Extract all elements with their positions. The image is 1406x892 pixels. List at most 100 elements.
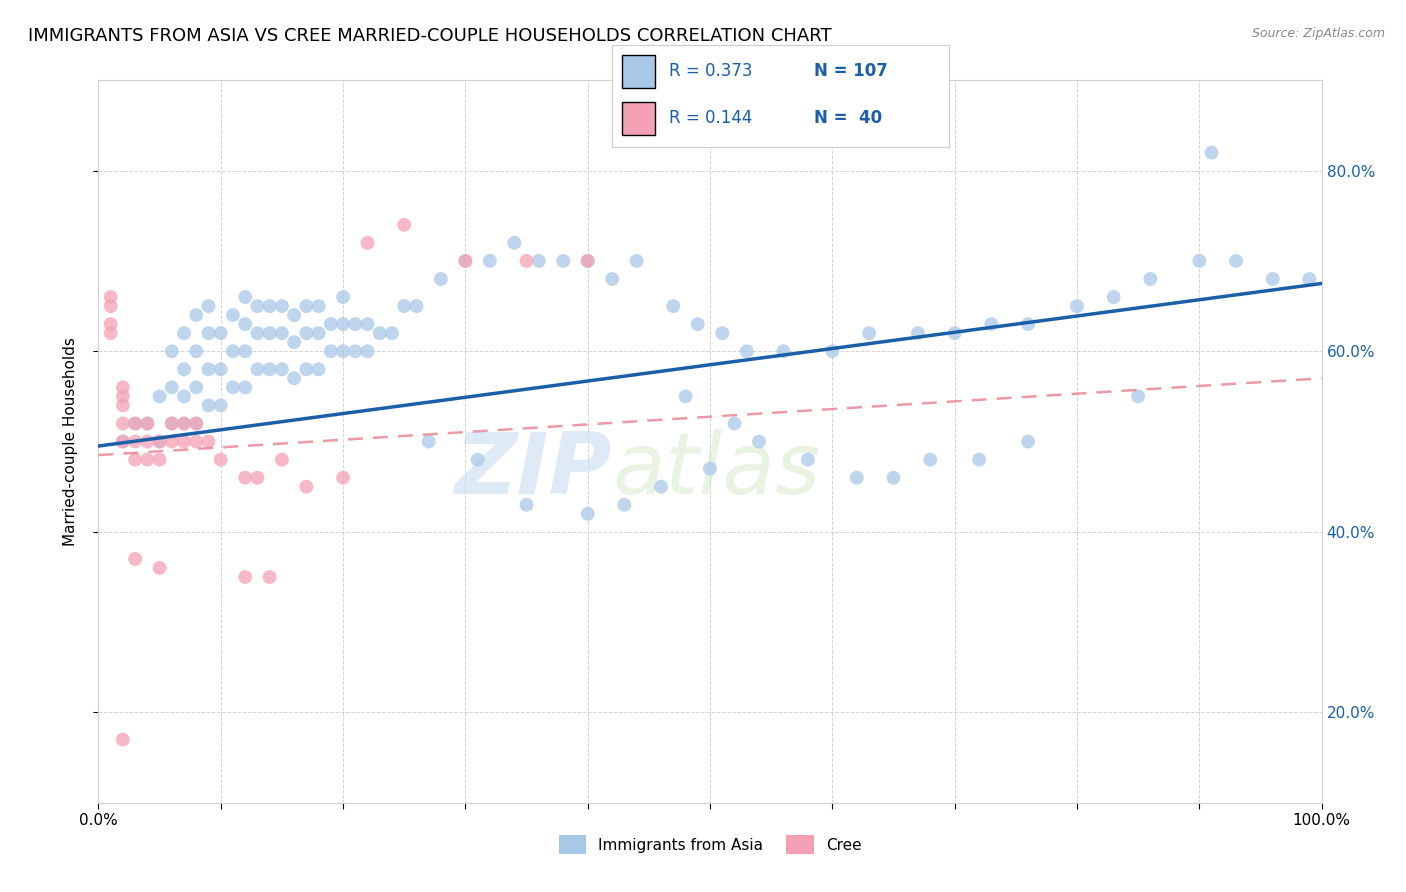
Point [772,344,794,359]
Point [797,452,820,467]
Point [246,326,269,340]
Point [160,417,183,431]
Point [319,317,342,331]
Point [1139,272,1161,286]
Point [392,218,416,232]
Text: R = 0.373: R = 0.373 [669,62,752,80]
Point [222,380,245,394]
Point [1298,272,1320,286]
Text: N = 107: N = 107 [814,62,889,80]
Point [650,480,672,494]
Point [259,299,281,313]
Point [173,389,195,403]
Point [576,253,599,268]
Point [356,235,378,250]
Point [233,344,256,359]
Point [233,380,256,394]
Point [980,317,1002,331]
Point [1017,434,1039,449]
Point [711,326,734,340]
Point [553,253,575,268]
FancyBboxPatch shape [621,102,655,135]
Point [967,452,990,467]
Point [186,380,208,394]
Point [149,452,172,467]
Point [845,470,868,484]
Point [332,290,354,304]
Point [233,290,256,304]
Point [197,398,219,412]
Point [173,434,195,449]
Point [259,326,281,340]
Point [197,299,219,313]
Point [149,389,172,403]
Point [136,417,159,431]
Point [1261,272,1284,286]
Point [222,308,245,322]
Point [613,498,636,512]
Point [222,344,245,359]
Point [209,452,232,467]
Point [295,326,318,340]
Point [136,434,159,449]
Point [920,452,942,467]
Point [344,317,367,331]
Point [173,417,195,431]
Point [858,326,880,340]
Point [295,480,318,494]
Point [332,317,354,331]
Point [1102,290,1125,304]
Point [675,389,697,403]
Point [270,299,294,313]
Point [1201,145,1223,160]
Point [160,417,183,431]
Point [209,326,232,340]
Point [124,417,146,431]
Point [699,461,721,475]
Point [186,308,208,322]
Point [405,299,427,313]
Point [686,317,709,331]
Point [735,344,758,359]
Point [907,326,929,340]
Point [381,326,404,340]
Point [515,253,537,268]
Text: ZIP: ZIP [454,429,612,512]
Point [100,317,122,331]
Point [160,434,183,449]
Point [111,398,134,412]
Point [392,299,416,313]
Point [173,362,195,376]
Point [124,452,146,467]
Point [356,317,378,331]
Point [454,253,477,268]
Point [344,344,367,359]
Point [270,326,294,340]
Point [308,326,330,340]
Point [186,417,208,431]
Point [576,253,599,268]
Point [478,253,501,268]
FancyBboxPatch shape [621,55,655,87]
Point [233,570,256,584]
Point [295,362,318,376]
Point [233,470,256,484]
Point [246,470,269,484]
Point [943,326,966,340]
Point [259,362,281,376]
Point [503,235,526,250]
Point [467,452,489,467]
Point [124,417,146,431]
Point [1017,317,1039,331]
Point [173,326,195,340]
Point [246,362,269,376]
Point [308,362,330,376]
Point [259,570,281,584]
Y-axis label: Married-couple Households: Married-couple Households [63,337,77,546]
Point [111,389,134,403]
Point [149,434,172,449]
Point [149,561,172,575]
Point [368,326,391,340]
Text: IMMIGRANTS FROM ASIA VS CREE MARRIED-COUPLE HOUSEHOLDS CORRELATION CHART: IMMIGRANTS FROM ASIA VS CREE MARRIED-COU… [28,27,832,45]
Point [600,272,623,286]
